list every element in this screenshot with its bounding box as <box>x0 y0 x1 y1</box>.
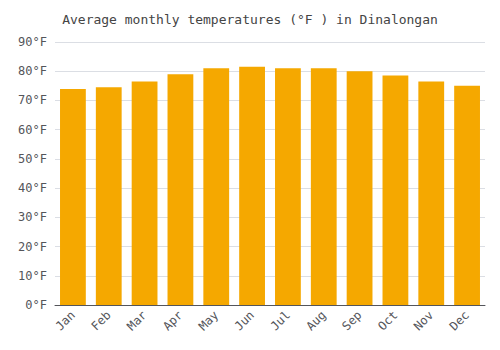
svg-text:Mar: Mar <box>124 308 149 333</box>
svg-text:40°F: 40°F <box>18 181 47 195</box>
svg-text:Nov: Nov <box>411 308 436 333</box>
svg-text:Average monthly temperatures (: Average monthly temperatures (°F ) in Di… <box>62 12 438 27</box>
svg-text:Jun: Jun <box>232 308 257 333</box>
svg-text:Sep: Sep <box>339 308 364 333</box>
svg-text:Aug: Aug <box>303 308 328 333</box>
svg-text:0°F: 0°F <box>25 298 47 312</box>
svg-text:Jan: Jan <box>53 308 78 333</box>
svg-text:70°F: 70°F <box>18 93 47 107</box>
svg-text:60°F: 60°F <box>18 123 47 137</box>
svg-text:Feb: Feb <box>88 308 113 333</box>
svg-text:50°F: 50°F <box>18 152 47 166</box>
svg-text:Jul: Jul <box>268 308 293 333</box>
svg-text:20°F: 20°F <box>18 240 47 254</box>
svg-text:May: May <box>196 308 221 333</box>
svg-text:80°F: 80°F <box>18 64 47 78</box>
svg-text:Dec: Dec <box>447 308 472 333</box>
svg-text:30°F: 30°F <box>18 210 47 224</box>
svg-text:10°F: 10°F <box>18 269 47 283</box>
svg-text:Apr: Apr <box>160 308 185 333</box>
svg-text:Oct: Oct <box>375 308 400 333</box>
svg-text:90°F: 90°F <box>18 35 47 49</box>
